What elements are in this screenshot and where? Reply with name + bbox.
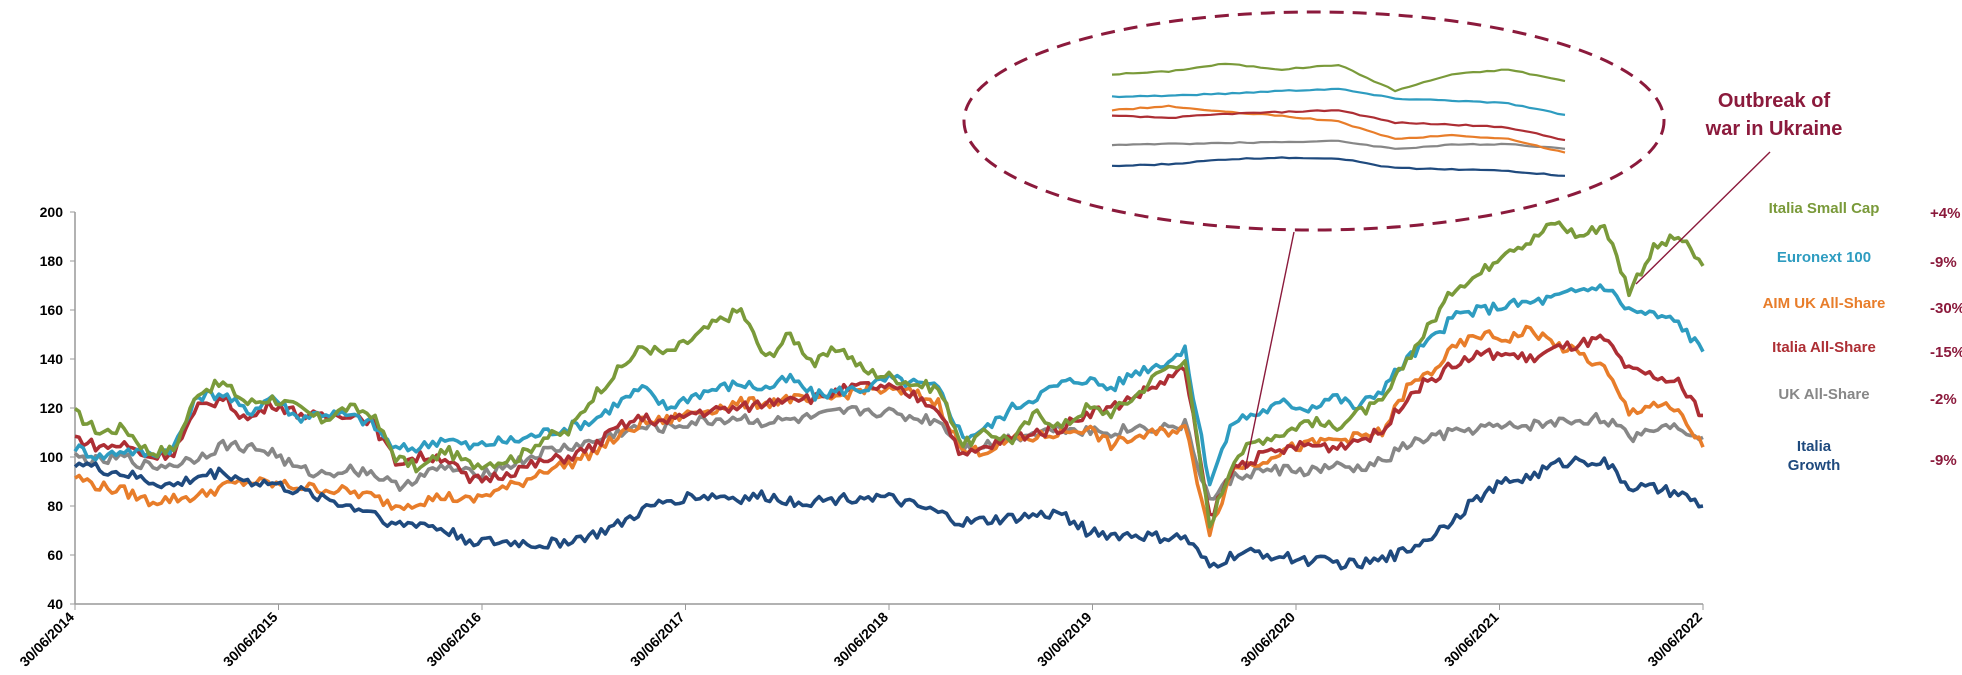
annotation-pointer-line [1244,231,1295,471]
annotation-ellipse [962,10,1666,232]
chart-axes: 40 60 80 100 120 140 160 180 200 30/06/2014 30/06/… [16,204,1705,670]
y-tick-label: 140 [40,351,64,367]
y-tick-label: 80 [47,498,63,514]
annotation-text-line1: Outbreak of [1718,90,1831,112]
legend-label: Italia Growth [1788,438,1841,474]
x-tick-label: 30/06/2016 [423,609,484,670]
change-label: -9% [1930,452,1957,469]
x-tick-label: 30/06/2015 [220,609,281,670]
change-label: -9% [1930,254,1957,271]
y-tick-label: 100 [40,449,64,465]
inset-line-uk-all-share [1111,139,1566,150]
legend-label: UK All-Share [1778,386,1869,403]
change-label: -2% [1930,391,1957,408]
legend-label: AIM UK All-Share [1763,295,1886,312]
x-tick-label: 30/06/2019 [1034,609,1095,670]
change-label: -15% [1930,344,1962,361]
inset-line-italia-all-share [1111,109,1566,142]
series-line-italia-growth [73,455,1704,571]
series-line-italia-all-share [74,333,1703,517]
inset-line-italia-small-cap [1111,62,1566,93]
inset-line-italia-growth [1111,156,1566,177]
y-tick-label: 180 [40,253,64,269]
y-tick-label: 160 [40,302,64,318]
inset-line-aim-uk-all-share [1111,104,1566,154]
legend-label: Italia Small Cap [1769,200,1880,217]
x-tick-label: 30/06/2018 [830,609,891,670]
y-tick-label: 40 [47,596,63,612]
annotation-text-line2: war in Ukraine [1705,118,1843,140]
annotation: Outbreak of war in Ukraine [962,10,1843,471]
x-tick-label: 30/06/2014 [16,609,77,670]
y-tick-label: 60 [47,547,63,563]
series-layer [73,220,1705,571]
series-line-aim-uk-all-share [74,324,1705,538]
x-tick-label: 30/06/2021 [1441,609,1502,670]
series-line-italia-small-cap [73,220,1705,529]
legend-label: Euronext 100 [1777,249,1871,266]
annotation-pointer-line-ukraine [1635,151,1771,285]
legend-label: Italia All-Share [1772,339,1876,356]
y-tick-label: 200 [40,204,64,220]
x-tick-label: 30/06/2020 [1237,609,1298,670]
series-line-uk-all-share [73,405,1704,501]
inset-line-euronext-100 [1111,87,1566,116]
change-label: -30% [1930,300,1962,317]
x-tick-label: 30/06/2017 [627,609,688,670]
zoom-inset [1111,62,1566,177]
legend: Italia Small Cap +4% Euronext 100 -9% AIM UK… [1763,200,1962,474]
change-label: +4% [1930,205,1960,222]
y-tick-label: 120 [40,400,64,416]
x-tick-label: 30/06/2022 [1644,609,1705,670]
